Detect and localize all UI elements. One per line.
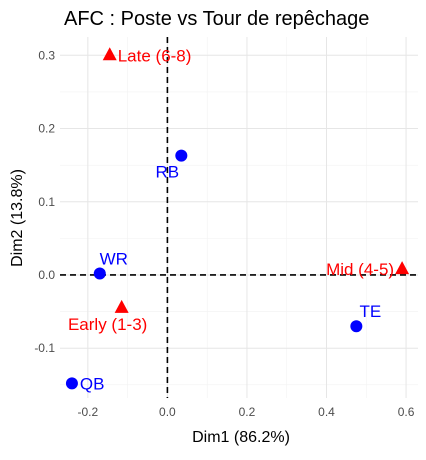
x-axis-label: Dim1 (86.2%) <box>192 429 290 446</box>
x-tick-label: -0.2 <box>78 405 99 419</box>
x-tick-label: 0.4 <box>318 405 335 419</box>
grid <box>60 37 418 398</box>
tick-labels: -0.2 0.0 0.2 0.4 0.6 -0.1 0.0 0.1 0.2 0.3 <box>34 48 414 419</box>
point-label-late-6-8: Late (6-8) <box>118 46 192 65</box>
point-label-rb: RB <box>156 163 180 182</box>
x-tick-label: 0.0 <box>159 405 176 419</box>
point-label-qb: QB <box>80 374 105 393</box>
x-tick-label: 0.2 <box>239 405 256 419</box>
y-tick-label: -0.1 <box>34 341 55 355</box>
y-tick-label: 0.3 <box>38 48 55 62</box>
point-marker-qb <box>65 377 78 390</box>
point-marker-mid-4-5 <box>395 261 410 275</box>
point-label-mid-4-5: Mid (4-5) <box>326 260 394 279</box>
point-label-early-1-3: Early (1-3) <box>68 315 147 334</box>
point-label-wr: WR <box>100 250 128 269</box>
point-marker-late-6-8 <box>102 47 117 61</box>
chart-title: AFC : Poste vs Tour de repêchage <box>64 8 369 30</box>
point-marker-early-1-3 <box>114 299 129 313</box>
point-marker-rb <box>175 149 188 162</box>
y-tick-label: 0.1 <box>38 195 55 209</box>
y-tick-label: 0.0 <box>38 268 55 282</box>
data-points <box>65 47 410 390</box>
point-marker-te <box>350 320 363 333</box>
point-labels: WR RB TE QB Late (6-8) Mid (4-5) Early (1-3) <box>68 46 394 393</box>
point-label-te: TE <box>359 302 381 321</box>
x-tick-label: 0.6 <box>398 405 415 419</box>
reference-lines <box>60 37 418 398</box>
point-marker-wr <box>93 267 106 280</box>
y-axis-label: Dim2 (13.8%) <box>9 169 26 267</box>
y-tick-label: 0.2 <box>38 122 55 136</box>
